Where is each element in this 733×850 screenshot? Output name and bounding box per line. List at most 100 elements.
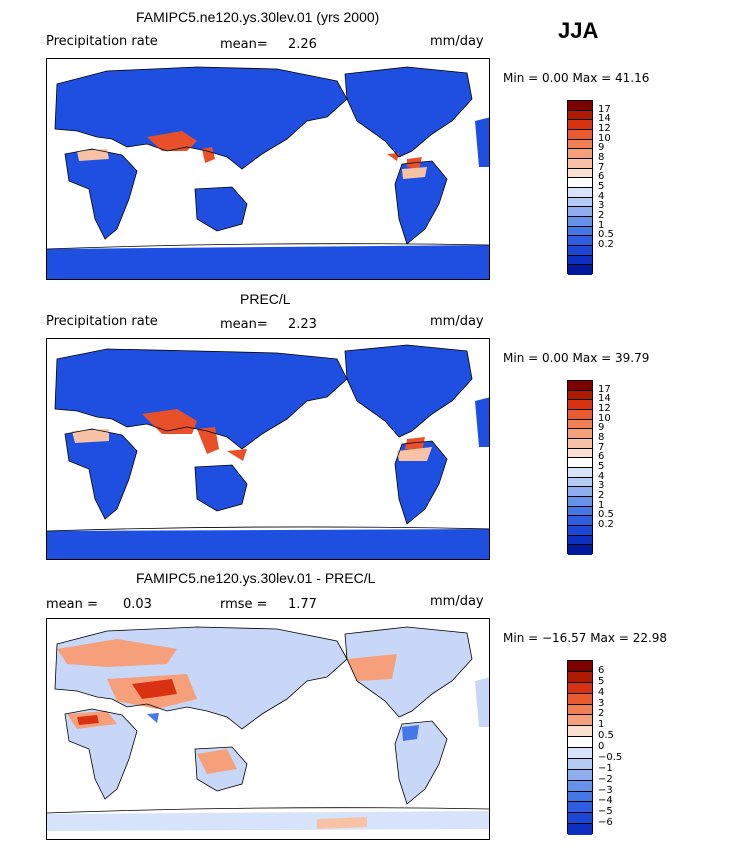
colorbar-tick-label: 4 xyxy=(598,686,605,698)
colorbar-tick-label: 0.5 xyxy=(598,509,614,521)
colorbar-swatch xyxy=(568,458,592,468)
panel3-title: FAMIPC5.ne120.ys.30lev.01 - PREC/L xyxy=(136,570,376,586)
colorbar-swatch xyxy=(568,780,592,792)
season-label: JJA xyxy=(558,18,599,43)
colorbar-swatch xyxy=(568,813,592,825)
panel1-mean-value: 2.26 xyxy=(288,37,317,52)
panel2-mean-value: 2.23 xyxy=(288,317,317,332)
colorbar-tick-label: −0.5 xyxy=(598,751,623,763)
colorbar-tick-label: 12 xyxy=(598,403,611,414)
colorbar-swatch xyxy=(568,496,592,507)
colorbar-swatch xyxy=(568,726,592,738)
colorbar-swatch xyxy=(568,168,592,179)
colorbar-swatch xyxy=(568,769,592,781)
colorbar-tick-label: 7 xyxy=(598,441,605,453)
colorbar-swatch xyxy=(568,715,592,727)
colorbar-swatch xyxy=(568,129,592,140)
colorbar-swatch xyxy=(568,419,592,430)
colorbar-swatch xyxy=(568,737,592,748)
colorbar-swatch xyxy=(568,149,592,159)
colorbar-swatch xyxy=(568,791,592,803)
colorbar-tick-label: −1 xyxy=(598,762,613,774)
panel3-mean-label: mean = xyxy=(46,597,98,612)
colorbar-swatch xyxy=(568,139,592,150)
colorbar-swatch xyxy=(568,120,592,130)
panel3-mean-value: 0.03 xyxy=(123,597,152,612)
colorbar-tick-label: 0.2 xyxy=(598,519,614,530)
colorbar-swatch xyxy=(568,693,592,705)
colorbar-tick-label: 3 xyxy=(598,697,605,709)
panel2-map-drawing xyxy=(47,344,489,559)
colorbar-swatch xyxy=(568,704,592,716)
colorbar-swatch xyxy=(568,429,592,439)
colorbar-tick-label: −2 xyxy=(598,773,613,785)
colorbar-tick-label: 0.2 xyxy=(598,239,614,250)
colorbar-tick-label: 4 xyxy=(598,190,605,202)
colorbar-tick-label: 3 xyxy=(598,200,605,212)
panel1-title: FAMIPC5.ne120.ys.30lev.01 (yrs 2000) xyxy=(136,9,380,25)
colorbar-tick-label: −3 xyxy=(598,784,613,796)
colorbar-swatch xyxy=(568,516,592,526)
colorbar-tick-label: −5 xyxy=(598,806,613,818)
colorbar-tick-label: 14 xyxy=(598,393,611,405)
colorbar-swatch xyxy=(568,101,592,111)
colorbar-swatch xyxy=(568,381,592,391)
colorbar-tick-label: 9 xyxy=(598,422,605,434)
colorbar-swatch xyxy=(568,682,592,694)
colorbar-tick-label: 2 xyxy=(598,210,605,221)
colorbar-swatch xyxy=(568,671,592,683)
colorbar-swatch xyxy=(568,409,592,420)
colorbar-swatch xyxy=(568,661,592,672)
panel2-colorbar xyxy=(567,380,593,555)
colorbar-tick-label: 6 xyxy=(598,664,605,676)
colorbar-swatch xyxy=(568,400,592,410)
colorbar-swatch xyxy=(568,487,592,497)
colorbar-tick-label: 10 xyxy=(598,412,611,424)
panel2-map xyxy=(46,338,490,560)
colorbar-tick-label: 1 xyxy=(598,499,605,511)
colorbar-swatch xyxy=(568,110,592,121)
colorbar-swatch xyxy=(568,758,592,770)
colorbar-tick-label: 0.5 xyxy=(598,730,614,742)
panel3-rmse-label: rmse = xyxy=(220,597,268,612)
colorbar-swatch xyxy=(568,158,592,169)
panel1-map-drawing xyxy=(47,66,489,279)
colorbar-swatch xyxy=(568,226,592,237)
panel2-variable-label: Precipitation rate xyxy=(46,314,158,329)
colorbar-swatch xyxy=(568,187,592,198)
colorbar-tick-label: 6 xyxy=(598,171,605,183)
colorbar-tick-label: 7 xyxy=(598,161,605,173)
panel2-units: mm/day xyxy=(430,314,484,329)
colorbar-tick-label: 8 xyxy=(598,152,605,163)
colorbar-swatch xyxy=(568,245,592,256)
colorbar-swatch xyxy=(568,545,592,555)
panel1-minmax: Min = 0.00 Max = 41.16 xyxy=(503,71,650,85)
colorbar-swatch xyxy=(568,236,592,246)
colorbar-swatch xyxy=(568,265,592,275)
panel1-mean-label: mean= xyxy=(220,37,268,52)
colorbar-tick-label: 14 xyxy=(598,113,611,125)
colorbar-tick-label: 12 xyxy=(598,123,611,134)
panel1-units: mm/day xyxy=(430,34,484,49)
colorbar-swatch xyxy=(568,535,592,546)
colorbar-tick-label: 1 xyxy=(598,219,605,231)
colorbar-tick-label: 2 xyxy=(598,708,605,720)
colorbar-tick-label: 5 xyxy=(598,675,605,687)
colorbar-tick-label: 0.5 xyxy=(598,229,614,241)
colorbar-swatch xyxy=(568,390,592,401)
panel1-variable-label: Precipitation rate xyxy=(46,34,158,49)
panel3-map-drawing xyxy=(47,626,489,831)
panel2-mean-label: mean= xyxy=(220,317,268,332)
colorbar-swatch xyxy=(568,438,592,449)
colorbar-swatch xyxy=(568,216,592,227)
colorbar-swatch xyxy=(568,506,592,517)
colorbar-swatch xyxy=(568,467,592,478)
colorbar-tick-label: 17 xyxy=(598,383,611,395)
panel3-map xyxy=(46,618,490,840)
colorbar-swatch xyxy=(568,207,592,217)
colorbar-swatch xyxy=(568,525,592,536)
panel1-colorbar xyxy=(567,100,593,275)
colorbar-swatch xyxy=(568,477,592,488)
colorbar-tick-label: −4 xyxy=(598,795,613,807)
colorbar-tick-label: 4 xyxy=(598,470,605,482)
